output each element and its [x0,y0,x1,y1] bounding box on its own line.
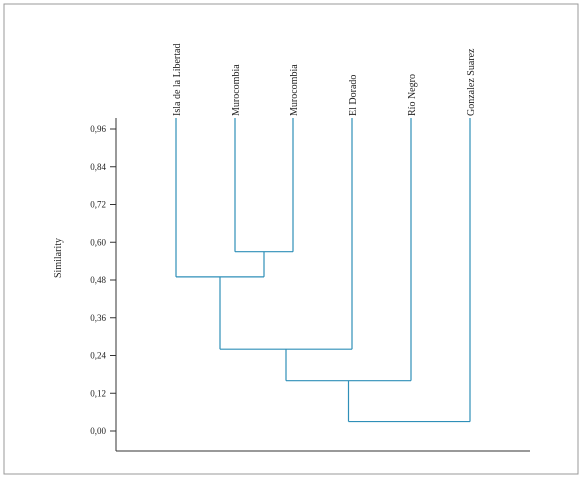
y-tick-label: 0,48 [90,275,106,285]
figure-frame [3,3,579,475]
leaf-label: El Dorado [348,75,359,116]
y-tick-label: 0,00 [90,426,106,436]
leaf-labels: Isla de la Libertad Murocombia Murocombia E… [172,44,477,116]
y-tick-label: 0,24 [90,351,106,361]
leaf-label: Murocombia [289,64,300,116]
y-tick-label: 0,60 [90,237,106,247]
leaf-label: Río Negro [407,74,418,116]
y-axis-ticks: 0,96 0,84 0,72 0,60 0,48 0,36 0,24 0,12 0,00 [90,124,116,436]
y-tick-label: 0,96 [90,124,106,134]
y-tick-label: 0,12 [90,388,106,398]
leaf-label: Gonzalez Suarez [466,48,477,116]
y-tick-label: 0,72 [90,200,106,210]
leaf-label: Isla de la Libertad [172,44,183,116]
dendrogram-branches [175,118,471,423]
leaf-label: Murocombia [231,64,242,116]
y-tick-label: 0,36 [90,313,106,323]
y-axis-title: Similarity [53,238,64,278]
y-tick-label: 0,84 [90,162,106,172]
